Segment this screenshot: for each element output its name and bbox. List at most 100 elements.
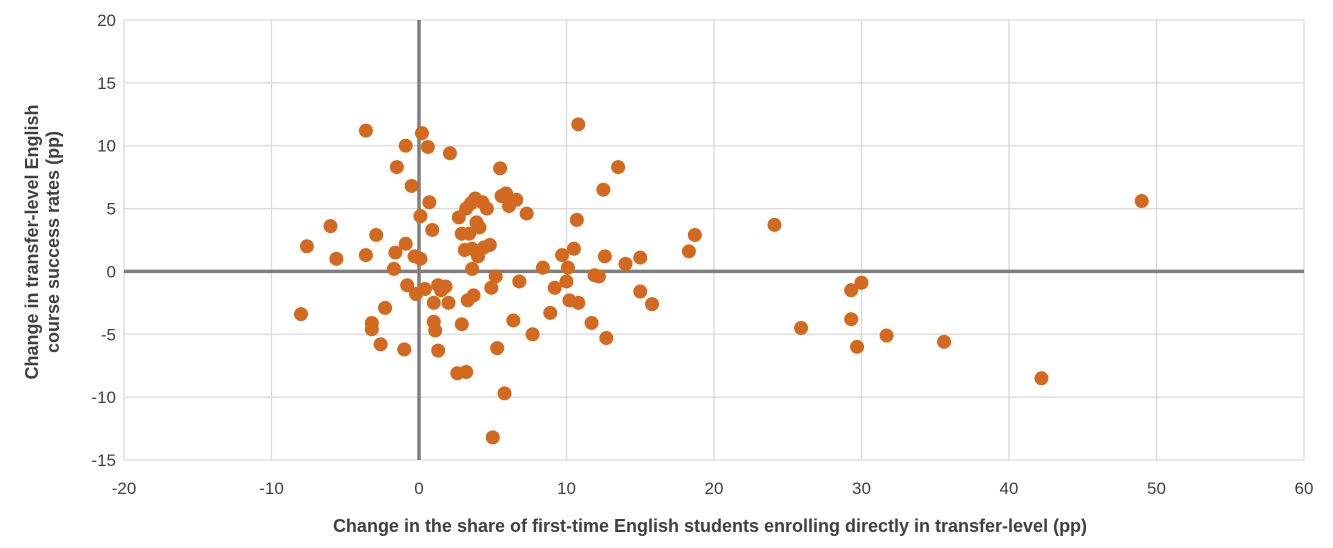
data-point [584,315,599,330]
data-point [571,117,586,132]
data-point [438,279,453,294]
y-axis-title-line-1: Change in transfer-level English [22,104,42,379]
data-point [398,236,413,251]
data-point [459,365,474,379]
y-axis-title-line-2: course success rates (pp) [43,131,63,353]
data-point [479,201,494,216]
data-point [497,386,512,401]
data-point [404,178,419,193]
data-point [465,261,480,276]
data-point [499,186,514,201]
data-point [462,226,477,241]
data-point [413,251,428,266]
x-tick-label: 10 [557,479,576,498]
x-tick-label: 60 [1295,479,1314,498]
y-tick-label: -10 [91,388,116,407]
data-point [596,182,611,197]
data-point [323,219,338,234]
data-point [373,337,388,352]
data-point [535,260,550,275]
data-point [389,160,404,175]
data-point [417,282,432,297]
y-axis-title: Change in transfer-level English course … [22,104,63,379]
data-point [482,238,497,253]
data-point [509,192,524,207]
data-point [879,328,894,343]
data-point [414,126,429,141]
data-point [844,283,859,298]
data-point [767,217,782,232]
y-tick-label: 15 [97,74,116,93]
data-point [299,239,314,254]
data-point [525,327,540,342]
data-point [422,195,437,210]
data-point [358,248,373,263]
data-point [369,227,384,242]
data-point [329,251,344,266]
y-tick-label: -15 [91,451,116,470]
y-tick-label: 10 [97,137,116,156]
data-point [428,323,443,338]
data-point [681,244,696,259]
data-point [426,295,441,310]
x-axis-title: Change in the share of first-time Englis… [333,516,1087,536]
y-tick-label: 0 [107,262,116,281]
x-tick-label: 30 [852,479,871,498]
data-point [398,138,413,153]
data-point [1034,371,1049,386]
grid-lines [123,19,1305,461]
x-tick-label: 0 [414,479,423,498]
y-tick-label: 20 [97,11,116,30]
data-point [484,280,499,295]
y-tick-label: 5 [107,200,116,219]
data-point [591,269,606,284]
data-point [618,256,633,271]
data-point [472,220,487,235]
x-tick-label: -10 [259,479,284,498]
y-tick-label: -5 [101,325,116,344]
data-point [555,248,570,263]
data-point [442,146,457,161]
data-point [599,331,614,346]
data-point [854,275,869,290]
data-point [454,317,469,332]
data-point [512,274,527,289]
data-point [493,161,508,176]
data-point [466,288,481,303]
data-point [425,222,440,237]
x-tick-label: 20 [705,479,724,498]
data-point [850,339,865,354]
data-point [633,284,648,299]
data-point [378,300,393,315]
data-point [611,160,626,175]
y-tick-labels: -15 -10 -5 0 5 10 15 20 [91,11,116,470]
data-point [597,249,612,264]
x-tick-label: -20 [112,479,137,498]
data-point [547,280,562,295]
data-point [420,139,435,154]
data-point [400,278,415,293]
data-point [294,307,308,322]
data-point [364,322,379,337]
data-point [645,297,660,312]
data-point [519,206,534,221]
data-points [294,117,1149,445]
data-point [506,313,521,328]
data-point [566,241,581,256]
data-point [633,250,648,265]
data-point [1134,194,1149,209]
data-point [571,295,586,310]
data-point [388,245,403,260]
data-point [485,430,500,445]
data-point [490,341,505,356]
data-point [569,212,584,227]
data-point [543,305,558,320]
data-point [687,227,702,242]
data-point [488,269,503,284]
data-point [559,274,574,289]
data-point [397,342,412,357]
data-point [431,343,446,358]
data-point [358,123,373,138]
zero-axis-lines [124,20,1304,460]
